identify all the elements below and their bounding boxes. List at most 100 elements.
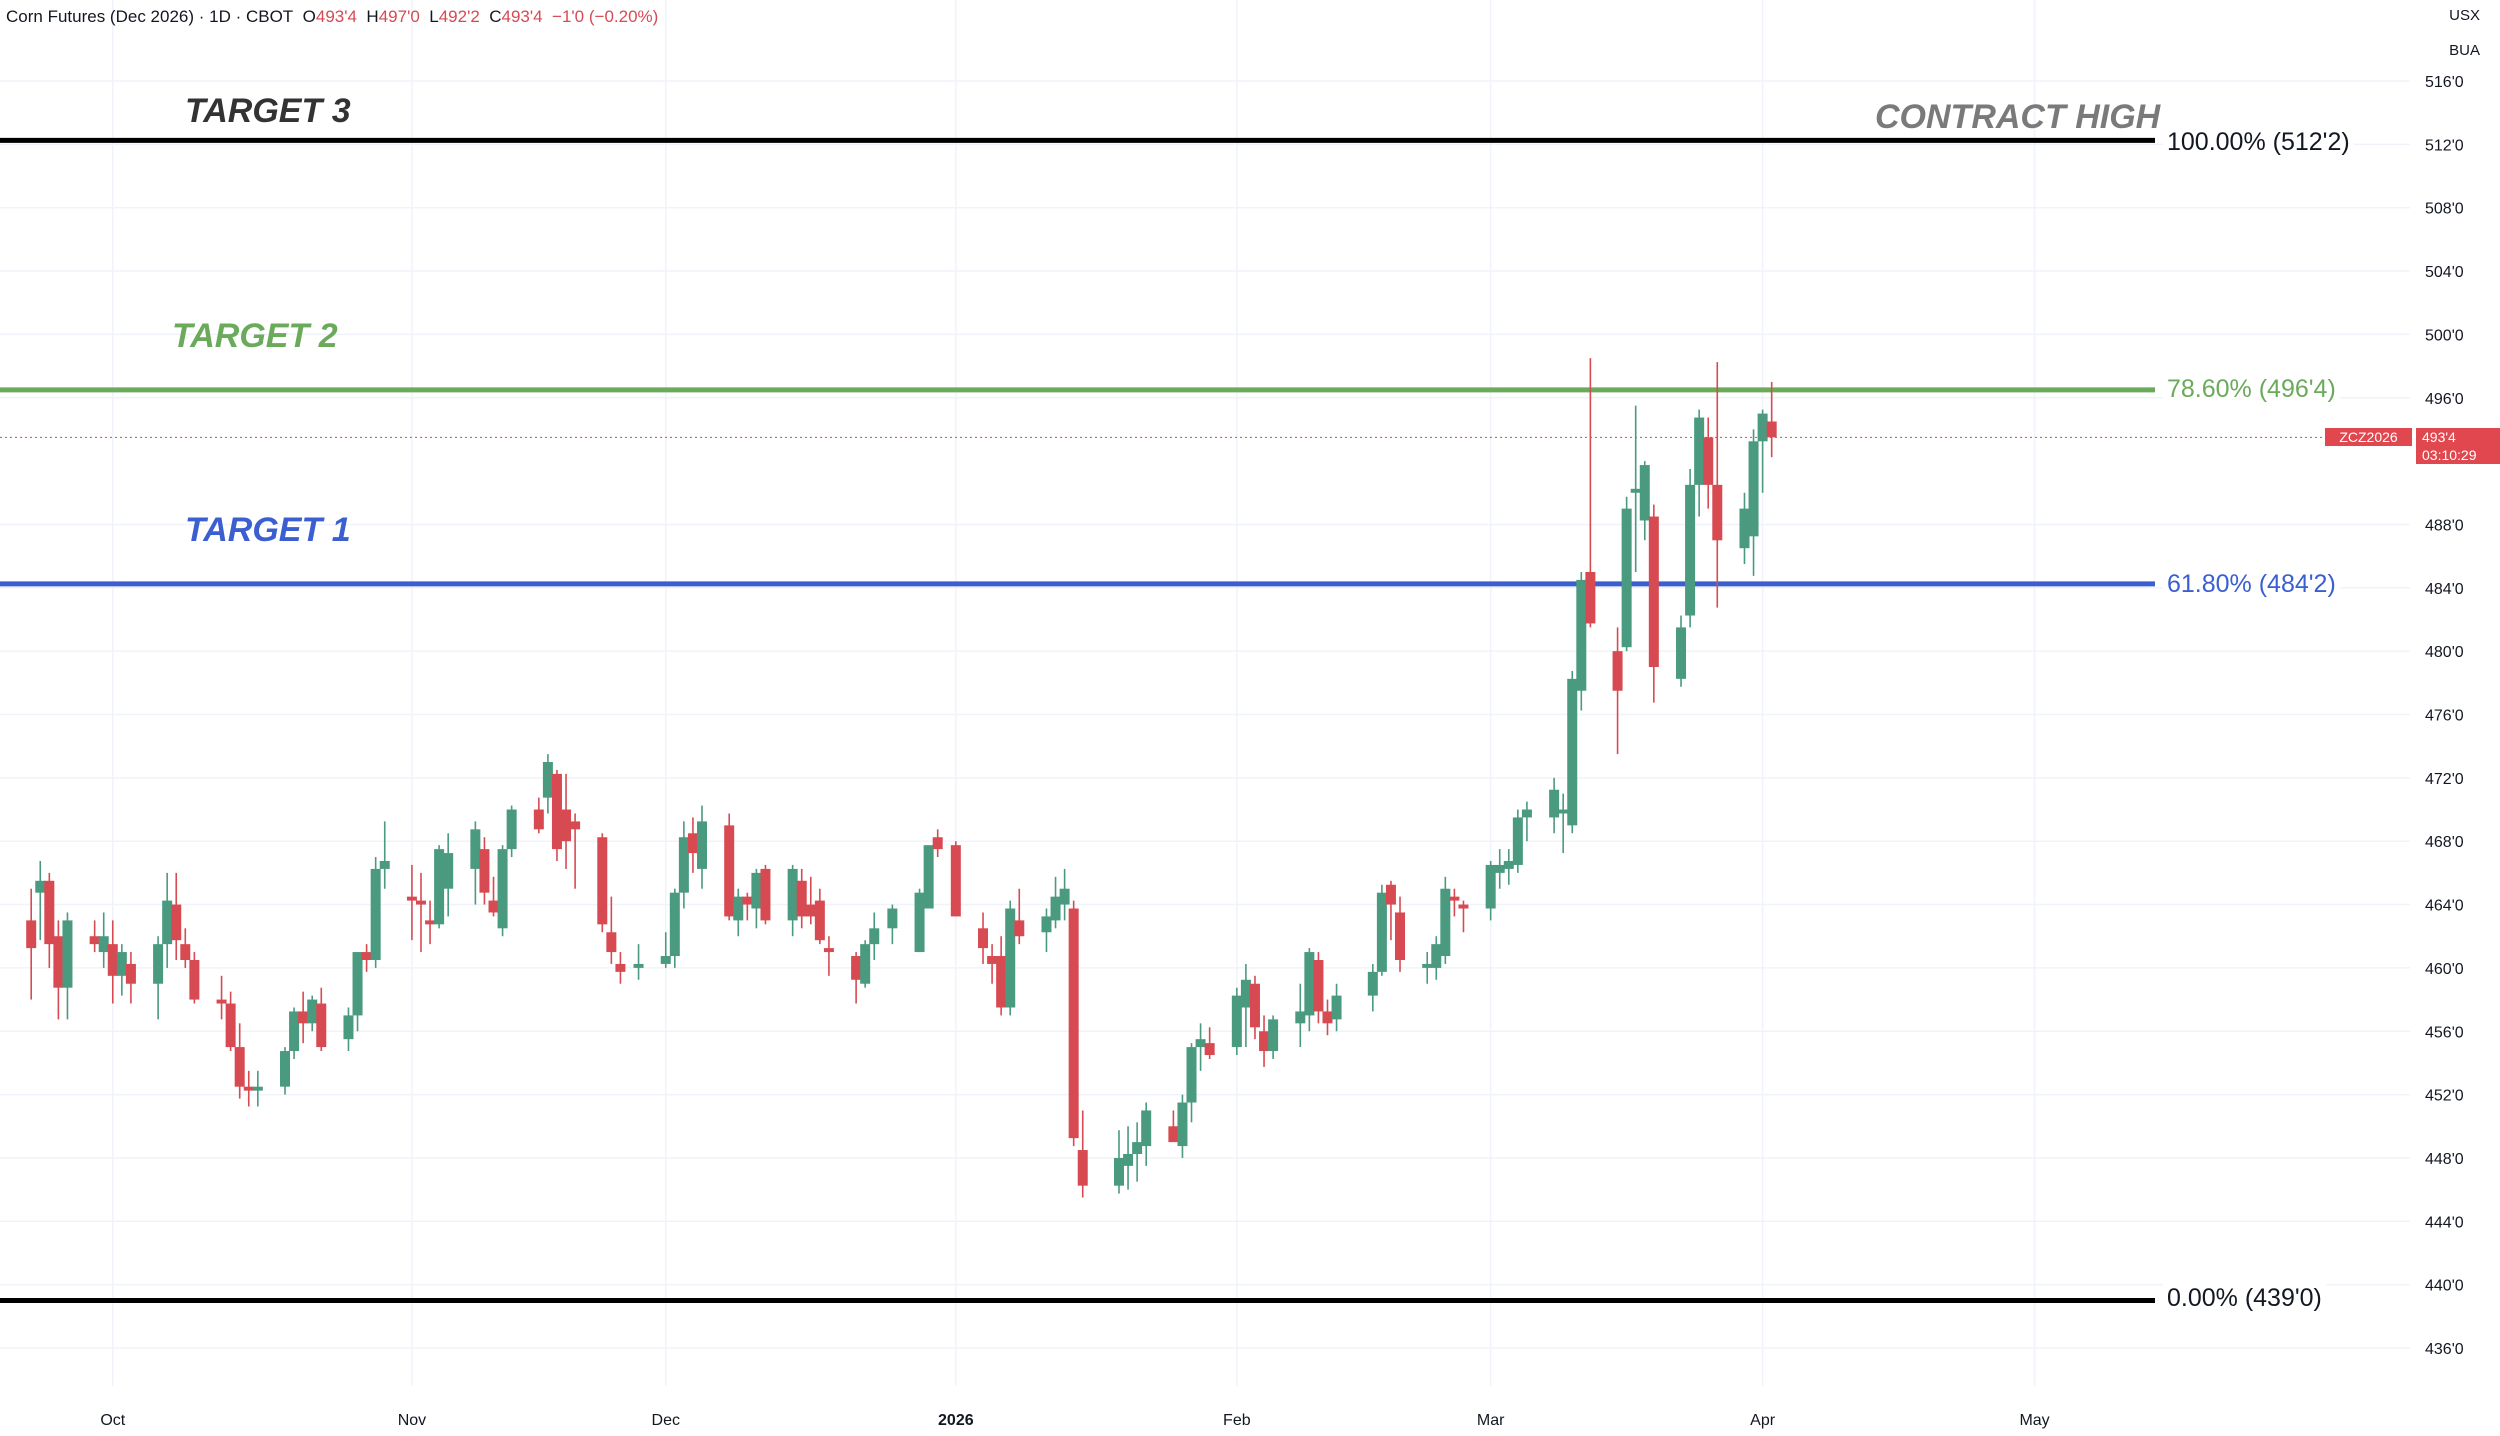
candle [923,845,934,909]
candle-body [425,920,436,925]
candle-body [415,900,426,905]
candle [1331,983,1342,1032]
target3-label: TARGET 3 [185,92,351,130]
candle-body [1132,1142,1143,1154]
candle [1739,492,1750,565]
unit-label[interactable]: BUA [2449,42,2480,59]
candle-body [561,809,572,842]
candle [1041,908,1052,953]
candle [1268,1015,1279,1059]
high-label: H [366,7,379,26]
candle-body [987,956,998,964]
candle-body [823,948,834,953]
candle-body [1295,1011,1306,1024]
candle-body [1521,809,1532,818]
candle [1077,1110,1088,1198]
candle [425,900,436,945]
candle [1068,900,1079,1147]
candle [1014,888,1025,945]
candle-body [1014,920,1025,937]
candle-body [724,825,735,917]
candle [298,991,309,1044]
candle-body [1431,944,1442,968]
candle [1521,801,1532,842]
candle [153,936,164,1020]
candle [615,952,626,984]
symbol-header[interactable]: Corn Futures (Dec 2026) · 1D · CBOT O493… [6,7,658,27]
candle-body [1331,995,1342,1020]
candle-body [180,944,191,960]
time-tick-label: Mar [1477,1412,1505,1429]
candle [234,1023,245,1099]
candle-body [1503,860,1514,869]
candle-body [379,860,390,869]
fib-0-label: 0.00% (439'0) [2163,1284,2326,1313]
candle [488,876,499,917]
candle [1549,777,1560,834]
candle [1612,627,1623,755]
candle [125,952,136,1004]
candle [1494,849,1505,889]
candle-body [470,829,481,869]
candle-body [307,999,318,1024]
candle-body [1703,437,1714,485]
candle-body [361,952,372,960]
candle [1249,975,1260,1040]
candle-body [1440,888,1451,957]
candle-body [1712,484,1723,541]
candle [44,872,55,968]
candle [1113,1130,1124,1194]
candle [1703,417,1714,509]
candle-body [923,845,934,909]
candle [660,932,671,968]
candle [823,936,834,976]
candle-body [479,849,490,893]
candle [1585,358,1596,628]
time-tick-label: Feb [1223,1412,1251,1429]
candle-body [298,1011,309,1024]
candle [1322,999,1333,1036]
fib-100-label: 100.00% (512'2) [2163,128,2354,157]
candle [1621,496,1632,652]
candle [932,829,943,858]
candle [860,940,871,988]
candle-body [352,952,363,1016]
candle [171,872,182,960]
candle-body [669,892,680,957]
target1-label: TARGET 1 [185,511,351,549]
candle-body [107,944,118,976]
candle [597,833,608,933]
candle [35,860,46,941]
candle [116,944,127,996]
candle-body [1621,508,1632,648]
currency-label[interactable]: USX [2449,7,2480,24]
candle-body [851,956,862,980]
low-value: 492'2 [438,7,480,26]
open-value: 493'4 [315,7,357,26]
candle [1385,880,1396,941]
candle-body [1630,488,1641,493]
candle [479,837,490,905]
candle-body [1567,678,1578,826]
price-tick-label: 440'0 [2425,1278,2464,1295]
candle [379,821,390,889]
price-tick-label: 484'0 [2425,581,2464,598]
candle-body [189,959,200,1000]
price-tick-label: 468'0 [2425,834,2464,851]
candle [1231,987,1242,1056]
candle [98,912,109,968]
candle [443,833,454,917]
candle [1304,948,1315,1032]
candle-body [44,880,55,945]
candle [307,995,318,1032]
candle-body [1485,864,1496,909]
candle-body [89,936,100,945]
symbol-title[interactable]: Corn Futures (Dec 2026) · 1D · CBOT [6,7,294,26]
candle [669,888,680,968]
price-tick-label: 448'0 [2425,1151,2464,1168]
candle [678,821,689,909]
candle [162,872,173,968]
candle-body [1558,809,1569,814]
candle [914,888,925,953]
